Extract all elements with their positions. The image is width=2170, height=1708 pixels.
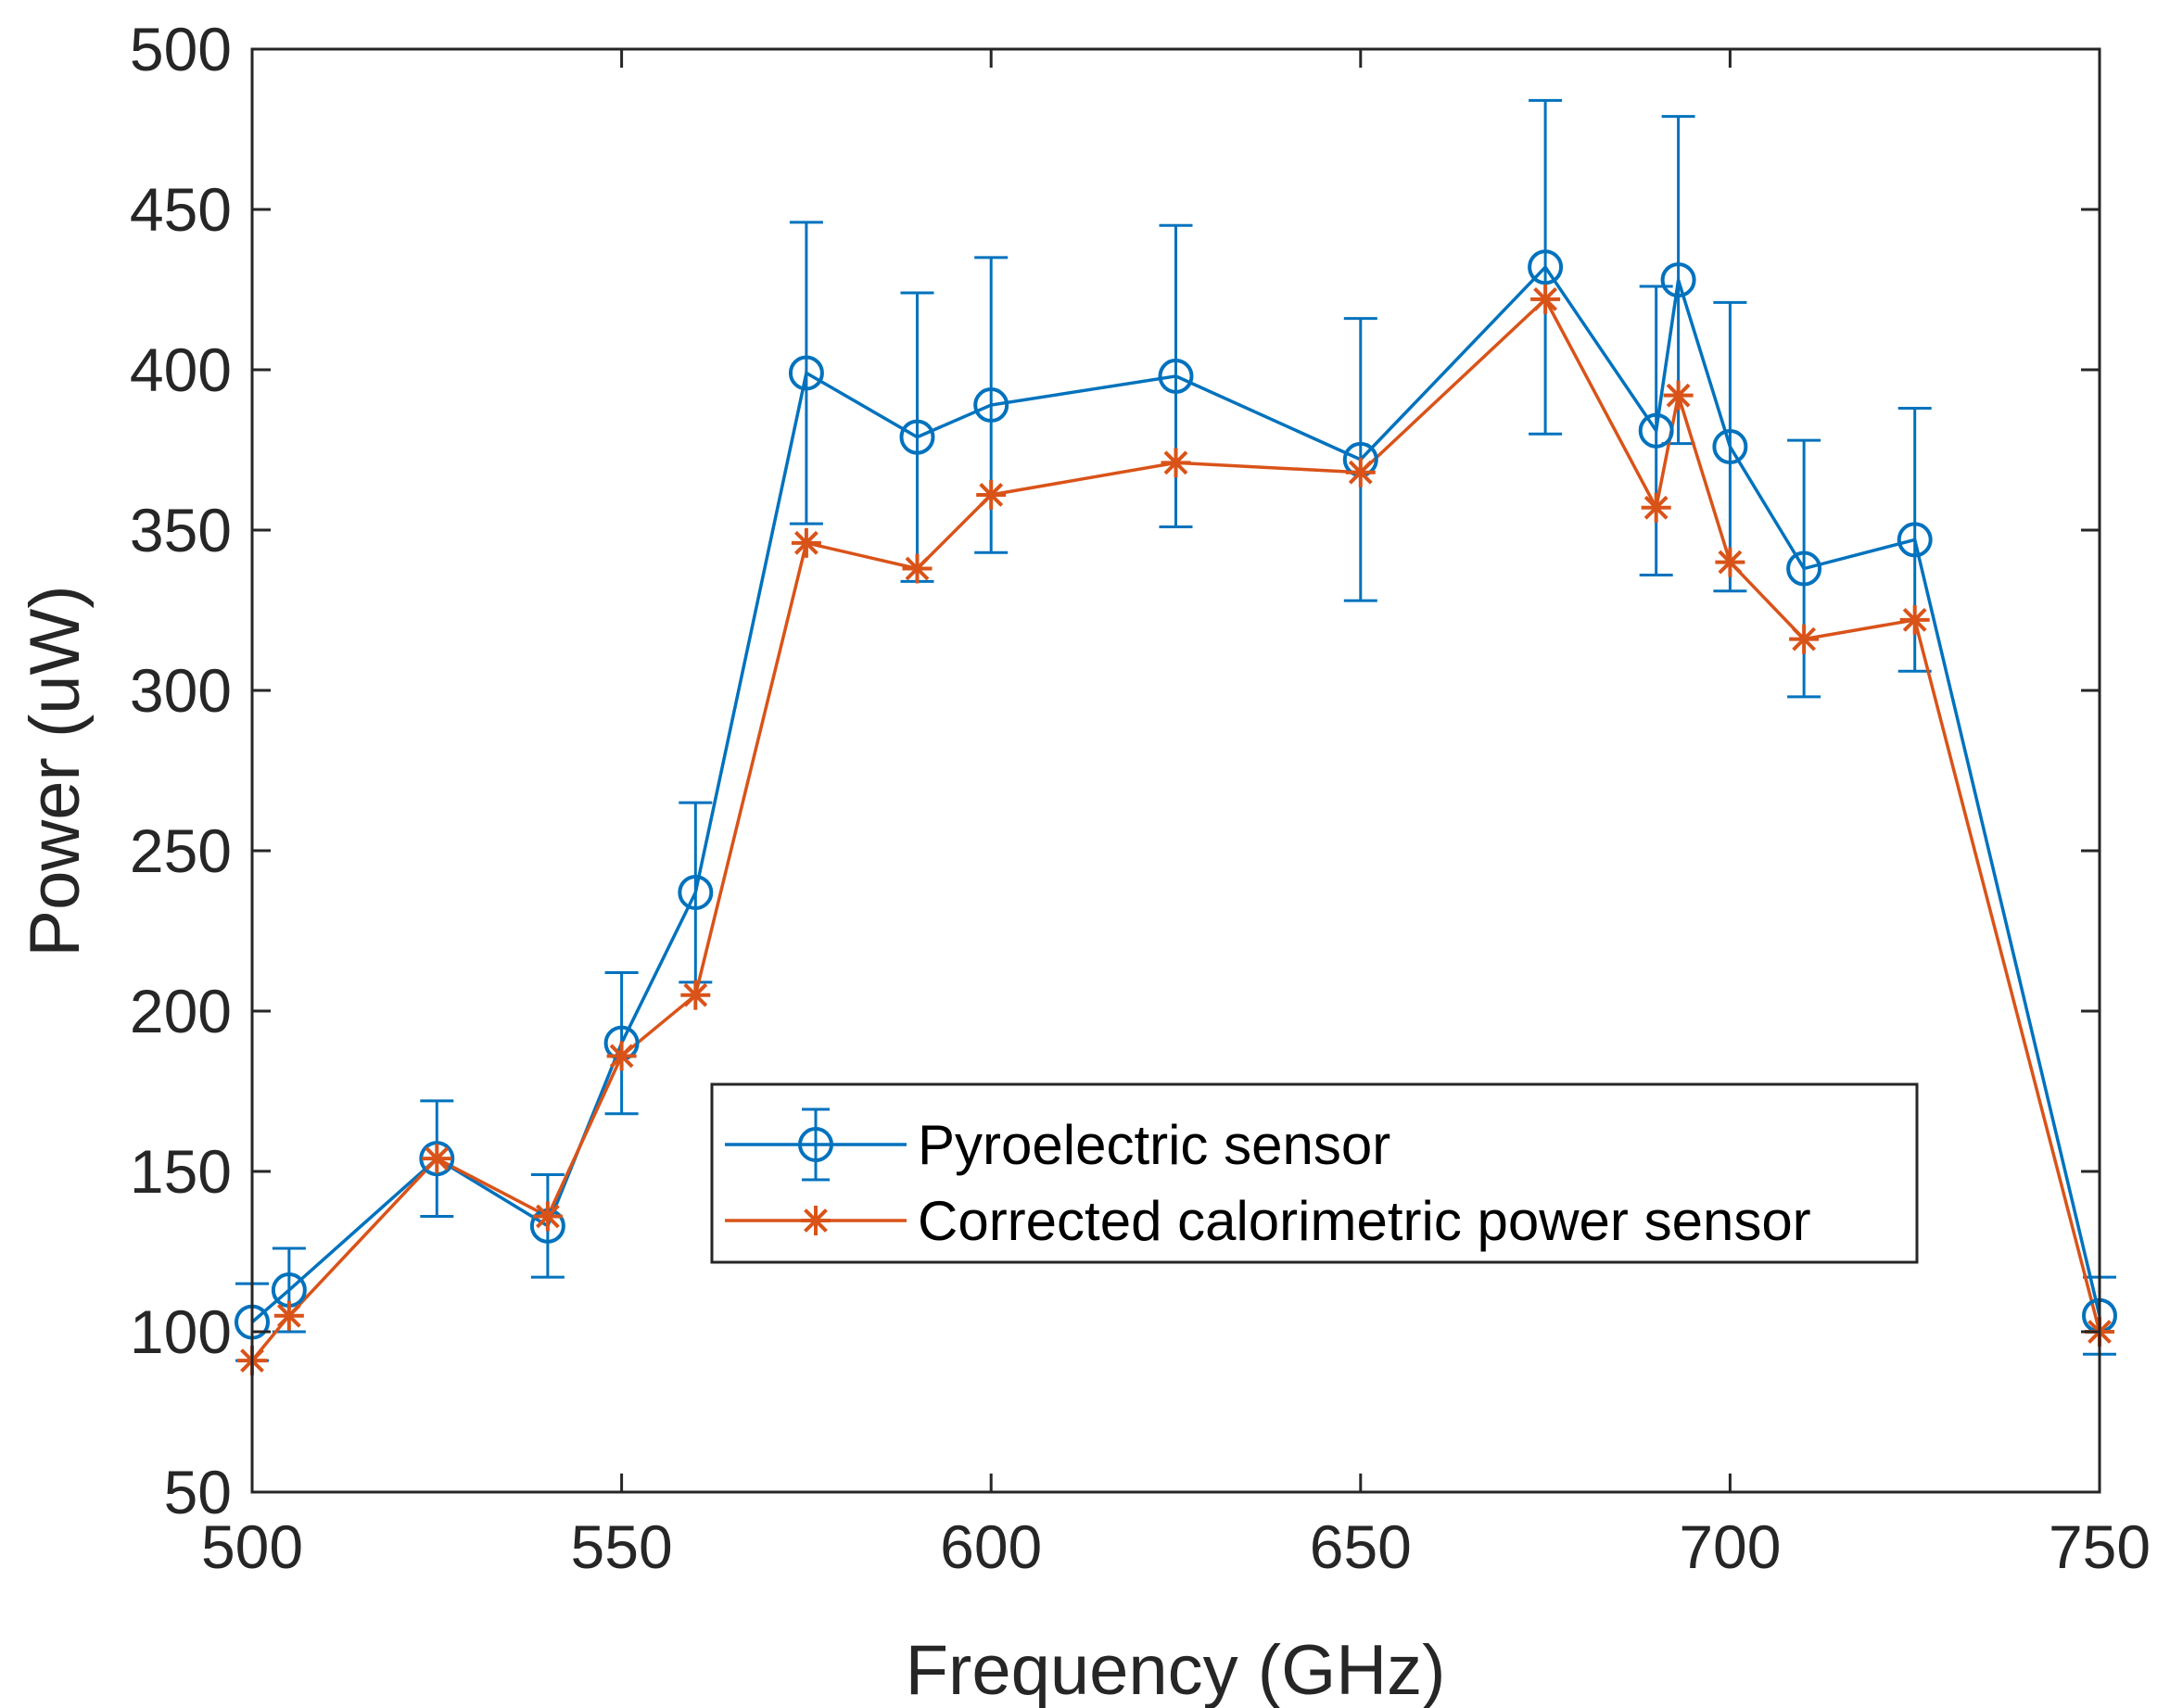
asterisk-stroke	[1666, 383, 1691, 408]
series-line-0	[250, 264, 2101, 1323]
asterisk-stroke	[1643, 495, 1669, 520]
data-point	[1786, 550, 1822, 587]
x-tick-label: 750	[2049, 1512, 2151, 1581]
y-tick-label: 450	[130, 175, 232, 244]
x-tick-label: 700	[1679, 1512, 1781, 1581]
data-point	[1712, 429, 1748, 465]
series-line-1	[250, 297, 2101, 1362]
legend: Pyroelectric sensor Corrected calorimetri…	[710, 1082, 1919, 1264]
asterisk-stroke	[276, 1303, 301, 1328]
data-point	[532, 1201, 563, 1232]
y-tick-label: 50	[164, 1458, 232, 1526]
asterisk-stroke	[793, 530, 819, 555]
data-point	[273, 1300, 304, 1331]
y-axis: 50 100 150 200 250 300 350 400 450 500	[130, 15, 2100, 1526]
data-point	[1530, 284, 1561, 314]
y-tick-label: 500	[130, 15, 232, 83]
y-tick-label: 150	[130, 1137, 232, 1206]
data-point	[1161, 448, 1191, 478]
data-point	[976, 479, 1007, 510]
legend-label: Pyroelectric sensor	[918, 1114, 1390, 1176]
data-point	[1660, 262, 1696, 298]
data-point	[902, 553, 933, 584]
legend-box	[710, 1082, 1919, 1264]
data-point	[1345, 457, 1376, 487]
data-point	[1641, 492, 1671, 523]
data-point	[1899, 604, 1930, 635]
y-tick-label: 350	[130, 496, 232, 564]
asterisk-stroke	[804, 1208, 828, 1233]
y-tick-label: 400	[130, 335, 232, 404]
data-point	[419, 1141, 455, 1177]
asterisk-stroke	[1718, 550, 1743, 575]
legend-marker	[798, 1127, 833, 1162]
data-point	[899, 419, 935, 455]
legend-label: Corrected calorimetric power sensor	[918, 1190, 1811, 1252]
y-tick-label: 200	[130, 977, 232, 1045]
x-tick-label: 650	[1310, 1512, 1412, 1581]
asterisk-stroke	[1792, 626, 1817, 652]
asterisk-stroke	[905, 556, 930, 581]
data-point	[1897, 522, 1933, 558]
y-tick-label: 250	[130, 816, 232, 885]
y-tick-label: 100	[130, 1297, 232, 1366]
y-tick-label: 300	[130, 656, 232, 725]
data-point	[973, 387, 1009, 424]
asterisk-stroke	[683, 982, 708, 1007]
plot-frame	[250, 47, 2101, 1494]
asterisk-stroke	[1348, 460, 1373, 485]
data-point	[678, 874, 714, 910]
data-point	[422, 1144, 452, 1174]
data-point	[606, 1041, 637, 1071]
series-lines	[250, 264, 2101, 1362]
data-point	[788, 355, 824, 391]
data-point	[1789, 624, 1820, 654]
x-tick-label: 600	[940, 1512, 1042, 1581]
asterisk-stroke	[425, 1146, 450, 1171]
asterisk-stroke	[609, 1044, 634, 1069]
data-point	[791, 527, 821, 558]
asterisk-stroke	[1902, 607, 1927, 632]
data-point	[1638, 412, 1674, 449]
data-point	[1663, 380, 1694, 411]
x-axis-label: Frequency (GHz)	[906, 1631, 1446, 1708]
asterisk-stroke	[979, 483, 1004, 507]
data-point	[680, 980, 711, 1010]
x-tick-label: 500	[201, 1512, 303, 1581]
data-point	[1528, 249, 1564, 285]
legend-marker	[801, 1206, 831, 1235]
asterisk-stroke	[1533, 286, 1558, 311]
x-axis: 500 550 600 650 700 750	[201, 49, 2151, 1581]
y-axis-label: Power (uW)	[16, 585, 95, 956]
legend-error-bar	[802, 1107, 830, 1182]
x-tick-label: 550	[571, 1512, 673, 1581]
data-point	[1158, 358, 1194, 394]
asterisk-stroke	[1163, 450, 1188, 475]
data-point	[1715, 547, 1745, 577]
asterisk-stroke	[535, 1204, 560, 1229]
